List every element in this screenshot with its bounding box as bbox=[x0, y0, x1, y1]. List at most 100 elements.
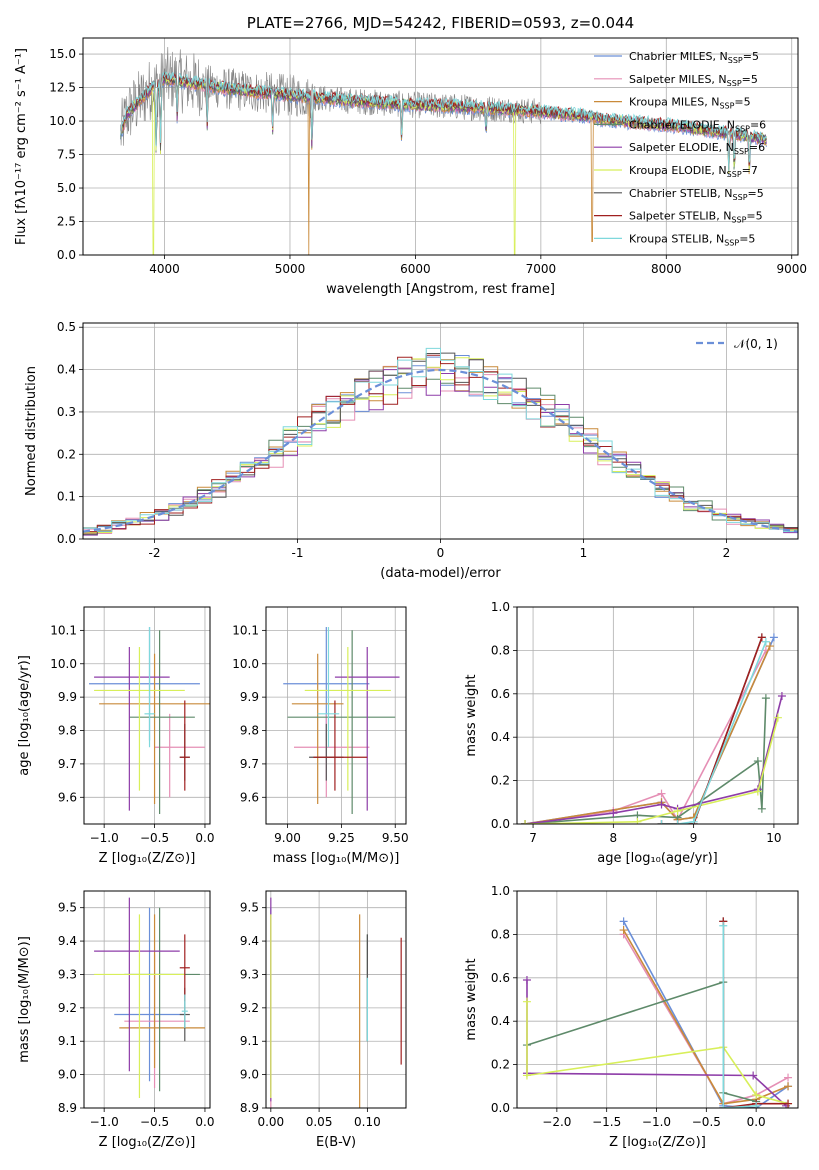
panel-5: 7 8 9 10 0.0 0.2 0.4 0.6 0.8 1.0 age [log₁₀(age/yr… bbox=[464, 600, 799, 866]
legend-entry: Salpeter MILES, NSSP=5 bbox=[629, 73, 758, 88]
plus-marker bbox=[522, 1071, 531, 1080]
y-tick-label: 0.6 bbox=[491, 971, 510, 985]
axes-frame bbox=[83, 606, 211, 825]
x-tick-label: 7000 bbox=[526, 262, 557, 276]
x-axis-label: age [log₁₀(age/yr)] bbox=[597, 851, 718, 866]
x-tick-label: −0.5 bbox=[140, 831, 169, 845]
error-bar-point bbox=[94, 897, 180, 1072]
plus-marker bbox=[784, 1099, 793, 1108]
y-tick-label: 9.5 bbox=[58, 901, 77, 915]
y-tick-label: 9.7 bbox=[58, 757, 77, 771]
legend-entry: Chabrier STELIB, NSSP=5 bbox=[629, 187, 764, 202]
plus-marker bbox=[769, 633, 778, 642]
y-tick-label: 0.2 bbox=[491, 1058, 510, 1072]
x-tick-label: −2.0 bbox=[542, 1115, 571, 1129]
y-axis-label: age [log₁₀(age/yr)] bbox=[17, 655, 32, 776]
plus-marker bbox=[753, 757, 762, 766]
x-tick-label: 0.10 bbox=[354, 1115, 381, 1129]
error-bar-point bbox=[179, 700, 190, 791]
y-tick-label: 12.5 bbox=[49, 81, 76, 95]
plus-marker bbox=[521, 820, 530, 824]
plus-marker bbox=[719, 921, 728, 930]
y-axis-label: Flux [fλ10⁻¹⁷ erg cm⁻² s⁻¹ A⁻¹] bbox=[14, 48, 29, 245]
x-tick-label: −0.5 bbox=[140, 1115, 169, 1129]
x-tick-label: 9000 bbox=[776, 262, 807, 276]
y-tick-label: 0.2 bbox=[491, 774, 510, 788]
x-tick-label: −1.0 bbox=[90, 831, 119, 845]
axes-frame bbox=[516, 890, 799, 1109]
axes-frame bbox=[82, 37, 799, 256]
legend-entry: Kroupa STELIB, NSSP=5 bbox=[629, 232, 755, 247]
y-tick-label: 9.2 bbox=[58, 1001, 77, 1015]
plus-marker bbox=[753, 787, 762, 796]
legend: Chabrier MILES, NSSP=5 Salpeter MILES, NS… bbox=[594, 50, 766, 247]
plus-marker bbox=[619, 926, 628, 935]
axes-frame bbox=[82, 322, 799, 540]
y-tick-label: 10.0 bbox=[49, 114, 76, 128]
error-bar-point bbox=[287, 630, 396, 814]
error-bar-point bbox=[129, 630, 195, 814]
legend-entry: Kroupa ELODIE, NSSP=7 bbox=[629, 164, 758, 179]
plus-marker bbox=[749, 1071, 758, 1080]
y-tick-label: 9.1 bbox=[240, 1034, 259, 1048]
axes-frame bbox=[265, 606, 407, 825]
mass-weight-line bbox=[661, 641, 767, 824]
x-tick-label: 0.0 bbox=[195, 1115, 214, 1129]
panel-8: −2.0 −1.5 −1.0 −0.5 0.0 0.0 0.2 0.4 0.6 0.8 1.0 Z [… bbox=[464, 884, 799, 1150]
x-tick-label: 8 bbox=[610, 831, 618, 845]
x-tick-label: 9.25 bbox=[328, 831, 355, 845]
x-tick-label: -1 bbox=[292, 546, 304, 560]
y-tick-label: 9.1 bbox=[58, 1034, 77, 1048]
plot-area bbox=[94, 897, 205, 1098]
x-tick-label: 0.05 bbox=[306, 1115, 333, 1129]
y-tick-label: 9.0 bbox=[58, 1068, 77, 1082]
mass-weight-line bbox=[722, 921, 788, 1108]
x-tick-label: 0.0 bbox=[747, 1115, 766, 1129]
y-tick-label: 0.8 bbox=[491, 927, 510, 941]
y-tick-label: 9.8 bbox=[240, 724, 259, 738]
y-tick-label: 9.6 bbox=[240, 790, 259, 804]
plus-marker bbox=[522, 997, 531, 1006]
y-tick-label: 9.5 bbox=[240, 901, 259, 915]
x-tick-label: −1.0 bbox=[90, 1115, 119, 1129]
x-axis-label: (data-model)/error bbox=[380, 566, 501, 581]
x-tick-label: 9 bbox=[690, 831, 698, 845]
plus-marker bbox=[761, 694, 770, 703]
panel-3: −1.0 −0.5 0.0 9.6 9.7 9.8 9.9 10.0 10.1 Z [log₁₀(… bbox=[17, 606, 215, 866]
mass-weight-line bbox=[524, 695, 783, 824]
y-tick-label: 0.8 bbox=[491, 643, 510, 657]
legend-entry: Salpeter STELIB, NSSP=5 bbox=[629, 210, 763, 225]
plus-marker bbox=[609, 809, 618, 818]
error-bar-point bbox=[313, 700, 368, 791]
panel-1: 4000 5000 6000 7000 8000 9000 0.0 2.5 5.0 7.5 10.0… bbox=[14, 14, 807, 297]
y-tick-label: 9.3 bbox=[240, 967, 259, 981]
error-bar-point bbox=[334, 647, 400, 811]
mass-weight-line bbox=[722, 925, 757, 1108]
error-bar-point bbox=[304, 647, 391, 791]
y-tick-label: 9.0 bbox=[240, 1068, 259, 1082]
plus-marker bbox=[761, 637, 770, 646]
plus-marker bbox=[619, 917, 628, 926]
gridlines bbox=[84, 891, 210, 1109]
x-tick-label: 2 bbox=[723, 546, 731, 560]
x-axis-label: wavelength [Angstrom, rest frame] bbox=[326, 282, 555, 297]
x-tick-label: 0.0 bbox=[195, 831, 214, 845]
y-axis-label: mass weight bbox=[464, 958, 479, 1040]
x-tick-label: −1.0 bbox=[642, 1115, 671, 1129]
error-bar-point bbox=[99, 653, 210, 804]
plus-marker bbox=[657, 820, 666, 824]
mass-weight-line bbox=[661, 637, 763, 824]
axes-frame bbox=[265, 890, 407, 1109]
y-tick-label: 9.2 bbox=[240, 1001, 259, 1015]
y-tick-label: 1.0 bbox=[491, 884, 510, 898]
mass-weight-line bbox=[661, 637, 763, 824]
y-axis-label: Normed distribution bbox=[24, 366, 39, 496]
x-tick-label: 7 bbox=[529, 831, 537, 845]
error-bar-point bbox=[317, 627, 340, 748]
x-tick-label: -2 bbox=[149, 546, 161, 560]
legend-entry: Chabrier MILES, NSSP=5 bbox=[629, 50, 759, 65]
legend-entry: Salpeter ELODIE, NSSP=6 bbox=[629, 141, 765, 156]
chart-title: PLATE=2766, MJD=54242, FIBERID=0593, z=0… bbox=[247, 14, 634, 32]
y-tick-label: 0.3 bbox=[57, 405, 76, 419]
